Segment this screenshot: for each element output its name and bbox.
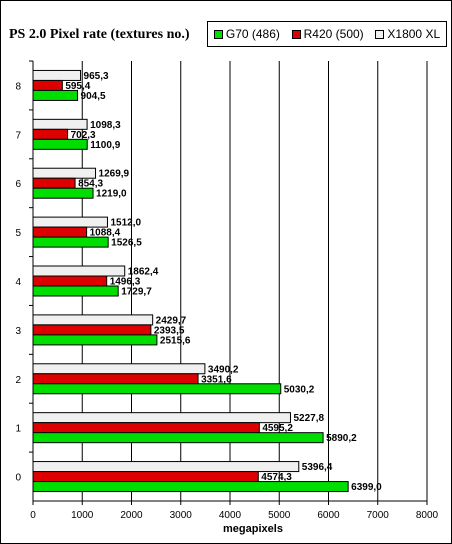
bar	[32, 422, 260, 434]
y-category-label: 1	[15, 424, 21, 435]
data-label: 595,4	[65, 81, 90, 92]
data-label: 5030,2	[284, 384, 315, 395]
data-label: 6399,0	[351, 482, 382, 493]
chart-legend: G70 (486) R420 (500) X1800 XL	[207, 21, 447, 47]
bar	[32, 373, 199, 385]
bar	[32, 216, 108, 228]
x-tick-label: 4000	[219, 510, 242, 521]
x-axis-label: megapixels	[223, 523, 283, 535]
y-category-label: 2	[15, 375, 21, 386]
legend-swatch-r420	[291, 29, 301, 39]
bar	[32, 167, 97, 179]
data-label: 904,5	[81, 91, 106, 102]
bar	[32, 118, 88, 130]
data-label: 5227,8	[293, 413, 324, 424]
x-tick-label: 7000	[367, 510, 390, 521]
bar	[32, 432, 324, 444]
data-label: 1729,7	[121, 287, 152, 298]
bar	[32, 89, 79, 101]
data-label: 5890,2	[326, 433, 357, 444]
data-label: 1496,3	[110, 277, 141, 288]
bar	[32, 481, 349, 493]
legend-item-r420: R420 (500)	[291, 27, 364, 41]
data-label: 5396,4	[302, 462, 333, 473]
x-tick-label: 0	[30, 510, 36, 521]
bar	[32, 461, 300, 473]
data-label: 1100,9	[90, 140, 120, 151]
legend-item-x1800: X1800 XL	[375, 27, 440, 41]
bar	[32, 412, 291, 424]
y-category-label: 6	[15, 179, 21, 190]
data-label: 4574,3	[261, 472, 292, 483]
bar	[32, 285, 119, 297]
x-tick-label: 5000	[268, 510, 291, 521]
bar	[32, 187, 94, 199]
bar	[32, 334, 158, 346]
legend-label-x1800: X1800 XL	[387, 27, 441, 41]
bar	[32, 128, 69, 140]
x-tick-label: 8000	[416, 510, 439, 521]
y-category-label: 4	[15, 277, 21, 288]
x-tick-label: 1000	[71, 510, 94, 521]
y-category-label: 3	[15, 326, 21, 337]
legend-swatch-g70	[213, 29, 223, 39]
data-label: 3490,2	[208, 364, 239, 375]
y-category-label: 7	[15, 130, 21, 141]
data-label: 4595,2	[262, 423, 293, 434]
x-tick-label: 2000	[120, 510, 143, 521]
y-category-label: 0	[15, 473, 21, 484]
legend-label-r420: R420 (500)	[303, 27, 364, 41]
bar	[32, 236, 109, 248]
y-category-label: 5	[15, 228, 21, 239]
bar	[32, 363, 206, 375]
data-label: 965,3	[84, 71, 109, 82]
data-label: 3351,6	[201, 374, 232, 385]
bar	[32, 275, 108, 287]
bar	[32, 177, 76, 189]
bar	[32, 324, 152, 336]
data-label: 702,3	[71, 130, 96, 141]
data-label: 1862,4	[128, 267, 159, 278]
legend-label-g70: G70 (486)	[225, 27, 280, 41]
bar	[32, 138, 88, 150]
legend-swatch-x1800	[375, 29, 385, 39]
chart-title: PS 2.0 Pixel rate (textures no.)	[9, 27, 190, 42]
data-label: 2429,7	[156, 315, 187, 326]
data-label: 854,3	[78, 179, 103, 190]
data-label: 1512,0	[110, 218, 141, 229]
data-label: 1098,3	[90, 120, 121, 131]
data-label: 1526,5	[111, 238, 142, 249]
bar	[32, 226, 88, 238]
x-tick-label: 6000	[317, 510, 340, 521]
data-label: 2393,5	[154, 325, 185, 336]
bar	[32, 69, 82, 81]
data-label: 1219,0	[96, 189, 127, 200]
bar	[32, 314, 154, 326]
y-category-label: 8	[15, 81, 21, 92]
legend-item-g70: G70 (486)	[213, 27, 280, 41]
bar	[32, 471, 259, 483]
bar	[32, 383, 282, 395]
x-tick-label: 3000	[170, 510, 193, 521]
data-label: 1088,4	[90, 228, 121, 239]
data-label: 2515,6	[160, 335, 191, 346]
bar	[32, 265, 126, 277]
bar	[32, 79, 63, 91]
data-label: 1269,9	[99, 169, 130, 180]
